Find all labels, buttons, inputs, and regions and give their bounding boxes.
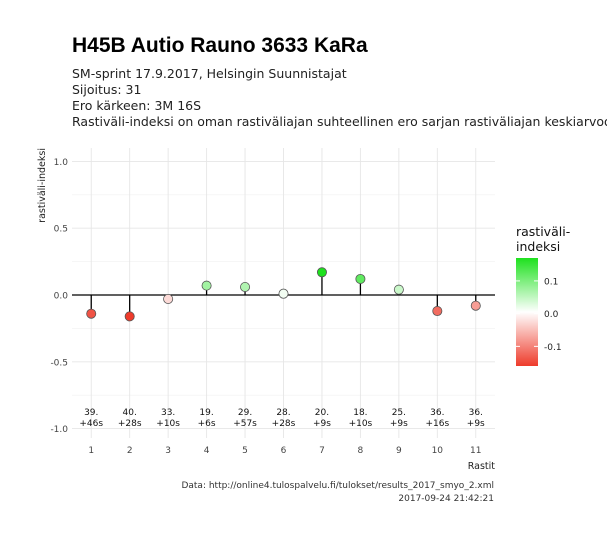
time-diff-label: +28s: [272, 419, 296, 429]
y-tick-label: 0.0: [54, 292, 69, 302]
lollipop-point: [393, 284, 404, 295]
x-tick-label: 5: [242, 446, 248, 456]
time-diff-label: +16s: [425, 419, 449, 429]
legend-tick-label: -0.1: [544, 343, 562, 353]
x-tick-label: 7: [319, 446, 325, 456]
x-tick-label: 11: [470, 446, 481, 456]
lollipop-point: [316, 267, 327, 278]
lollipop-point: [470, 300, 481, 311]
subtitle-placement: Sijoitus: 31: [72, 82, 142, 97]
y-tick-label: 1.0: [54, 158, 69, 168]
lollipop-point: [163, 294, 174, 305]
placement-label: 40.: [123, 408, 137, 418]
y-axis-title: rastiväli-indeksi: [37, 148, 48, 223]
x-tick-label: 10: [432, 446, 444, 456]
timestamp-caption: 2017-09-24 21:42:21: [398, 494, 494, 504]
time-diff-label: +10s: [156, 419, 180, 429]
legend-title-line1: rastiväli-: [516, 224, 570, 239]
placement-label: 29.: [238, 408, 252, 418]
x-tick-label: 6: [281, 446, 287, 456]
subtitle-event: SM-sprint 17.9.2017, Helsingin Suunnista…: [72, 66, 347, 81]
legend-tick-label: 0.0: [544, 310, 559, 320]
legend-tick-label: 0.1: [544, 277, 558, 287]
placement-label: 28.: [276, 408, 290, 418]
x-tick-label: 2: [127, 446, 133, 456]
subtitle-description: Rastiväli-indeksi on oman rastiväliajan …: [72, 114, 607, 129]
chart-title: H45B Autio Rauno 3633 KaRa: [72, 34, 368, 57]
placement-label: 20.: [315, 408, 329, 418]
lollipop-point: [432, 306, 443, 317]
time-diff-label: +9s: [313, 419, 331, 429]
x-axis-title: Rastit: [468, 461, 496, 472]
placement-label: 19.: [199, 408, 213, 418]
lollipop-point: [240, 281, 251, 292]
lollipop-point: [278, 288, 289, 299]
axis-layer: 1.0 0.5 0.0 -0.5 -1.0 1 2 3 4 5 6 7 8 9 10 11 Rastit rast…: [37, 148, 495, 472]
placement-label: 25.: [392, 408, 406, 418]
legend-colorbar: [516, 258, 538, 366]
subtitle-gap: Ero kärkeen: 3M 16S: [72, 98, 202, 113]
y-tick-label: 0.5: [54, 225, 68, 235]
placement-label: 33.: [161, 408, 175, 418]
mark-layer: 39.+46s40.+28s33.+10s19.+6s29.+57s28.+28…: [72, 267, 495, 429]
lollipop-point: [201, 280, 212, 291]
time-diff-label: +9s: [390, 419, 408, 429]
time-diff-label: +9s: [467, 419, 485, 429]
legend: rastiväli-indeksi 0.1 0.0 -0.1: [516, 224, 570, 366]
legend-title-line2: indeksi: [516, 239, 560, 254]
placement-label: 36.: [430, 408, 444, 418]
placement-label: 39.: [84, 408, 98, 418]
x-tick-label: 3: [165, 446, 171, 456]
time-diff-label: +28s: [118, 419, 142, 429]
lollipop-point: [355, 273, 366, 284]
lollipop-point: [124, 311, 135, 322]
x-tick-label: 9: [396, 446, 402, 456]
time-diff-label: +57s: [233, 419, 257, 429]
y-tick-label: -1.0: [50, 425, 68, 435]
placement-label: 36.: [469, 408, 483, 418]
lollipop-point: [86, 308, 97, 319]
time-diff-label: +10s: [349, 419, 373, 429]
time-diff-label: +46s: [79, 419, 103, 429]
x-tick-label: 8: [358, 446, 364, 456]
placement-label: 18.: [353, 408, 367, 418]
data-source-caption: Data: http://online4.tulospalvelu.fi/tul…: [181, 481, 494, 491]
y-tick-label: -0.5: [50, 358, 68, 368]
time-diff-label: +6s: [198, 419, 216, 429]
x-tick-label: 1: [88, 446, 94, 456]
x-tick-label: 4: [204, 446, 210, 456]
